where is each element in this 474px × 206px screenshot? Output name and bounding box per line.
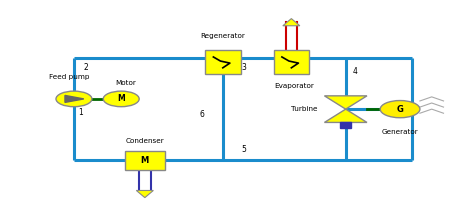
Text: 5: 5 <box>242 145 246 154</box>
Text: M: M <box>141 156 149 165</box>
Text: 2: 2 <box>83 63 88 72</box>
Text: Motor: Motor <box>116 80 137 86</box>
Text: 6: 6 <box>199 110 204 119</box>
Text: Evaporator: Evaporator <box>274 83 314 89</box>
Text: 1: 1 <box>79 108 83 117</box>
Polygon shape <box>65 95 84 102</box>
Polygon shape <box>137 191 154 198</box>
Text: Feed pump: Feed pump <box>49 74 90 80</box>
Text: Condenser: Condenser <box>126 138 164 144</box>
Text: M: M <box>118 94 125 103</box>
Circle shape <box>103 91 139 107</box>
Text: Generator: Generator <box>382 129 419 135</box>
Circle shape <box>56 91 92 107</box>
Text: Regenerator: Regenerator <box>201 33 245 39</box>
Text: 3: 3 <box>242 63 246 72</box>
Text: 4: 4 <box>353 67 358 76</box>
Bar <box>340 122 351 128</box>
Polygon shape <box>324 109 367 122</box>
Polygon shape <box>283 19 300 26</box>
FancyBboxPatch shape <box>125 151 165 170</box>
Circle shape <box>380 101 420 118</box>
Polygon shape <box>324 96 367 109</box>
FancyBboxPatch shape <box>205 50 240 74</box>
FancyBboxPatch shape <box>273 50 309 74</box>
Text: Turbine: Turbine <box>291 106 318 112</box>
Text: G: G <box>397 105 403 114</box>
